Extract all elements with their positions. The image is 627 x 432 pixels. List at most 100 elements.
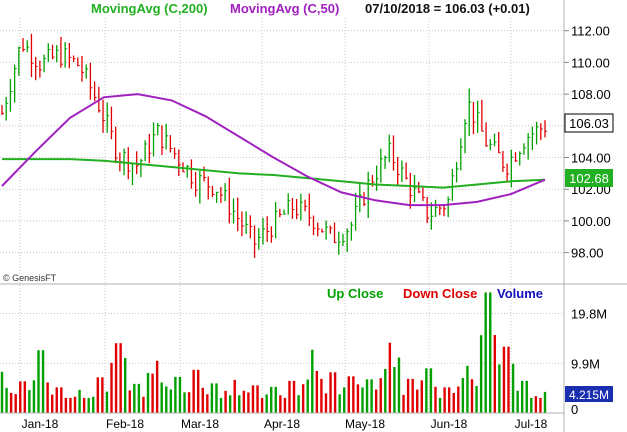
volume-bar: [292, 380, 296, 413]
volume-bar: [5, 387, 8, 413]
ma200-legend-label: MovingAvg (C,200): [91, 1, 208, 16]
volume-bar: [461, 378, 465, 413]
volume-bars: [0, 292, 547, 413]
volume-bar: [9, 392, 13, 413]
last-price-label: 106.03: [569, 116, 609, 131]
volume-bar: [493, 335, 497, 413]
volume-bar: [174, 376, 177, 413]
volume-bar: [238, 395, 241, 413]
volume-bar: [475, 386, 478, 413]
volume-bar: [224, 390, 227, 413]
volume-bar: [96, 377, 100, 413]
price-tick-label: 100.00: [571, 214, 611, 229]
volume-bar: [530, 397, 533, 413]
volume-bar: [520, 380, 524, 413]
volume-bar: [69, 397, 72, 413]
volume-bar: [484, 292, 487, 413]
volume-bar: [41, 350, 45, 413]
price-bars: [1, 33, 547, 258]
volume-bar: [457, 386, 460, 413]
volume-bar: [119, 343, 122, 413]
volume-bar: [516, 390, 519, 413]
price-tick-label: 110.00: [571, 55, 610, 70]
volume-bar: [306, 379, 309, 413]
volume-bar: [370, 379, 373, 413]
volume-bar: [260, 397, 264, 413]
volume-bar: [447, 387, 451, 413]
volume-bar: [498, 364, 501, 413]
volume-bar: [114, 343, 118, 413]
volume-bar: [338, 394, 341, 413]
volume-bar: [438, 397, 442, 413]
x-axis-labels: Jan-18 Feb-18 Mar-18 Apr-18 May-18 Jun-18 Jul-…: [22, 417, 548, 431]
volume-bar: [397, 357, 401, 413]
volume-tick-label: 19.8M: [571, 307, 607, 322]
volume-bar: [511, 363, 515, 413]
volume-bar: [215, 383, 218, 413]
volume-bar: [361, 387, 364, 413]
volume-bar: [315, 370, 319, 413]
volume-bar: [452, 392, 455, 413]
volume-bar: [425, 368, 428, 413]
volume-bar: [416, 389, 419, 413]
volume-bar: [105, 391, 109, 413]
price-tick-label: 112.00: [571, 24, 610, 39]
volume-bar: [288, 380, 291, 413]
price-tick-label: 98.00: [571, 246, 604, 261]
volume-bar: [124, 357, 127, 413]
volume-bar: [429, 368, 433, 413]
volume-bar: [443, 387, 446, 413]
volume-bar: [32, 380, 36, 413]
volume-bar: [502, 346, 506, 413]
volume-bar: [19, 381, 22, 413]
volume-bar: [137, 383, 141, 413]
volume-bar: [434, 386, 437, 413]
volume-bar: [82, 397, 86, 413]
volume-bar: [178, 376, 182, 413]
volume-legend: Volume: [497, 286, 543, 301]
volume-bar: [329, 372, 332, 413]
volume-bar: [160, 382, 163, 413]
volume-bar: [297, 395, 300, 413]
x-tick-label: Feb-18: [106, 417, 144, 431]
volume-bar: [60, 387, 63, 413]
volume-bar: [384, 368, 387, 413]
down-close-legend: Down Close: [403, 286, 477, 301]
genesis-watermark: © GenesisFT: [3, 273, 57, 283]
volume-bar: [128, 390, 131, 413]
volume-bar: [543, 391, 547, 413]
x-tick-label: May-18: [345, 417, 385, 431]
volume-bar: [279, 395, 282, 413]
volume-bar: [133, 383, 136, 413]
ma50-line: [1, 93, 546, 207]
volume-bar: [256, 385, 259, 413]
volume-bar: [489, 292, 492, 413]
ma200-line: [2, 158, 546, 189]
volume-bar: [73, 396, 77, 413]
volume-bar: [101, 377, 104, 413]
volume-bar: [374, 389, 378, 413]
volume-bar: [50, 394, 54, 413]
price-tick-label: 108.00: [571, 87, 611, 102]
volume-bar: [0, 371, 4, 413]
volume-bar: [28, 390, 31, 413]
volume-bar: [402, 394, 405, 413]
x-tick-label: Jan-18: [22, 417, 59, 431]
volume-bar: [247, 392, 250, 413]
volume-bar: [343, 387, 346, 413]
volume-bar: [347, 376, 350, 413]
volume-bar: [311, 349, 314, 413]
volume-bar: [388, 342, 392, 413]
volume-bar: [233, 379, 236, 413]
volume-bar: [406, 378, 410, 413]
x-tick-label: Jun-18: [431, 417, 468, 431]
volume-bar: [78, 389, 81, 413]
volume-bar: [23, 381, 27, 413]
volume-bar: [283, 397, 287, 413]
volume-bar: [356, 384, 360, 413]
x-tick-label: Mar-18: [181, 417, 219, 431]
volume-bar: [251, 385, 255, 413]
volume-bar: [379, 378, 382, 413]
volume-bar: [479, 335, 483, 413]
